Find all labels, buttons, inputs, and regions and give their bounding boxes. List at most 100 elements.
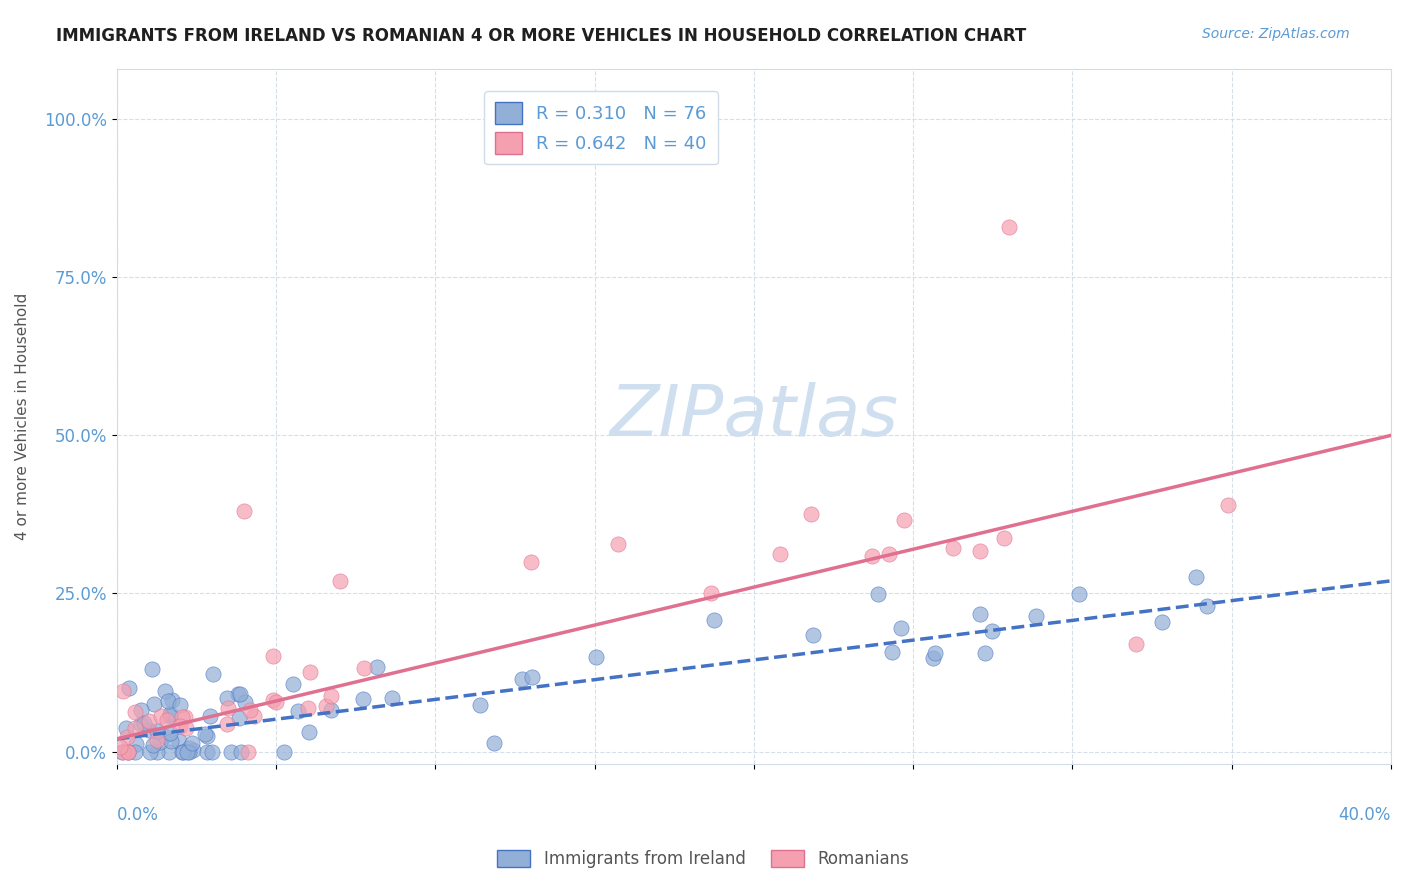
Point — [138, 723, 160, 737]
Point — [287, 704, 309, 718]
Point — [239, 703, 262, 717]
Point — [176, 745, 198, 759]
Point — [195, 729, 218, 743]
Point — [1216, 498, 1239, 512]
Point — [149, 708, 172, 723]
Point — [800, 507, 823, 521]
Point — [157, 745, 180, 759]
Legend: Immigrants from Ireland, Romanians: Immigrants from Ireland, Romanians — [491, 843, 915, 875]
Point — [139, 745, 162, 759]
Point — [181, 743, 204, 757]
Point — [124, 705, 146, 719]
Point — [138, 714, 160, 728]
Point — [236, 745, 259, 759]
Point — [353, 661, 375, 675]
Point — [170, 745, 193, 759]
Point — [134, 715, 156, 730]
Point — [520, 669, 543, 683]
Point — [264, 695, 287, 709]
Point — [146, 745, 169, 759]
Point — [315, 698, 337, 713]
Point — [172, 710, 194, 724]
Point — [124, 721, 146, 735]
Point — [117, 745, 139, 759]
Legend: R = 0.310   N = 76, R = 0.642   N = 40: R = 0.310 N = 76, R = 0.642 N = 40 — [484, 92, 717, 164]
Point — [141, 662, 163, 676]
Text: 40.0%: 40.0% — [1339, 806, 1391, 824]
Point — [879, 547, 901, 561]
Text: Source: ZipAtlas.com: Source: ZipAtlas.com — [1202, 27, 1350, 41]
Point — [153, 729, 176, 743]
Point — [146, 733, 169, 747]
Point — [262, 648, 284, 663]
Point — [142, 698, 165, 712]
Point — [112, 745, 135, 759]
Point — [160, 734, 183, 748]
Point — [484, 736, 506, 750]
Point — [801, 628, 824, 642]
Point — [148, 735, 170, 749]
Point — [201, 745, 224, 759]
Point — [922, 650, 945, 665]
Point — [229, 687, 252, 701]
Point — [298, 725, 321, 739]
Point — [981, 624, 1004, 639]
Point — [1025, 608, 1047, 623]
Point — [217, 701, 239, 715]
Point — [201, 666, 224, 681]
Point — [769, 547, 792, 561]
Point — [974, 646, 997, 660]
Point — [297, 701, 319, 715]
Point — [942, 541, 965, 556]
Point — [993, 531, 1015, 545]
Point — [520, 555, 543, 569]
Point — [117, 745, 139, 759]
Point — [169, 719, 191, 733]
Point — [233, 695, 256, 709]
Text: ZIPatlas: ZIPatlas — [609, 382, 898, 450]
Point — [700, 586, 723, 600]
Point — [194, 727, 217, 741]
Point — [174, 722, 197, 736]
Point — [969, 607, 991, 622]
Point — [169, 734, 191, 748]
Point — [180, 736, 202, 750]
Point — [219, 745, 242, 759]
Point — [159, 706, 181, 721]
Point — [145, 723, 167, 738]
Y-axis label: 4 or more Vehicles in Household: 4 or more Vehicles in Household — [15, 293, 30, 540]
Point — [468, 698, 491, 713]
Point — [156, 694, 179, 708]
Point — [1150, 615, 1173, 629]
Point — [703, 613, 725, 627]
Point — [893, 513, 915, 527]
Point — [172, 745, 194, 759]
Point — [169, 698, 191, 712]
Point — [115, 731, 138, 745]
Point — [228, 711, 250, 725]
Point — [880, 645, 903, 659]
Point — [352, 691, 374, 706]
Point — [1125, 637, 1147, 651]
Point — [111, 745, 134, 759]
Point — [262, 693, 284, 707]
Point — [215, 691, 238, 706]
Point — [607, 536, 630, 550]
Point — [233, 504, 256, 518]
Point — [231, 745, 253, 759]
Point — [156, 713, 179, 727]
Text: IMMIGRANTS FROM IRELAND VS ROMANIAN 4 OR MORE VEHICLES IN HOUSEHOLD CORRELATION : IMMIGRANTS FROM IRELAND VS ROMANIAN 4 OR… — [56, 27, 1026, 45]
Point — [124, 745, 146, 759]
Point — [142, 738, 165, 752]
Point — [924, 646, 946, 660]
Point — [860, 549, 883, 563]
Point — [108, 739, 131, 754]
Point — [177, 741, 200, 756]
Point — [510, 672, 533, 686]
Point — [112, 684, 135, 698]
Point — [1185, 570, 1208, 584]
Point — [115, 721, 138, 735]
Point — [890, 621, 912, 635]
Point — [866, 587, 889, 601]
Point — [1195, 599, 1218, 613]
